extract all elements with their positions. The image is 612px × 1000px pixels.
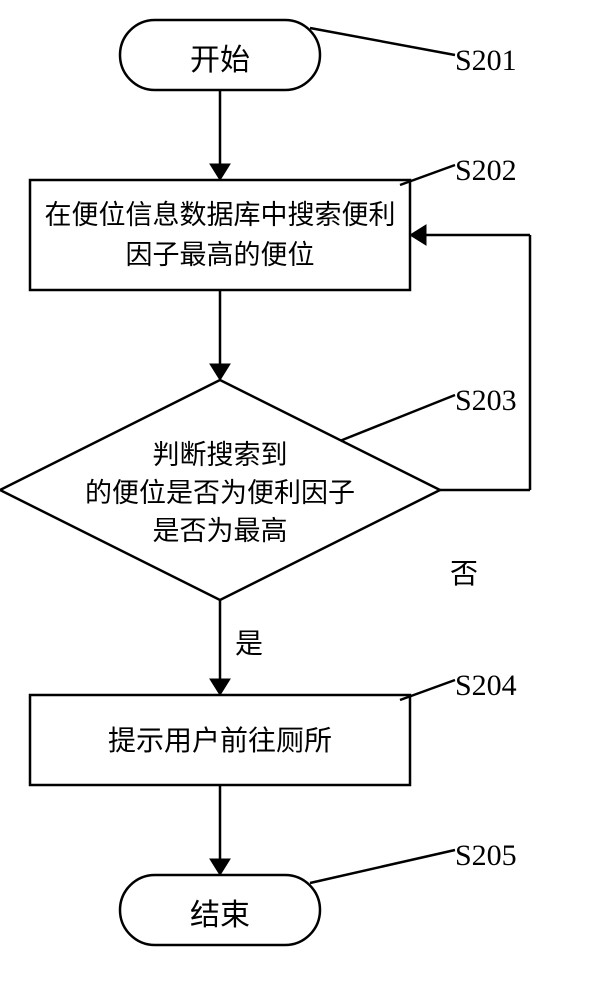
search-label-1: 在便位信息数据库中搜索便利: [30, 197, 410, 235]
end-label: 结束: [120, 895, 320, 937]
tag-s203: S203: [455, 380, 575, 422]
decide-yes: 是: [235, 625, 285, 664]
search-label-2: 因子最高的便位: [30, 237, 410, 275]
prompt-label: 提示用户前往厕所: [30, 722, 410, 761]
decide-label-2: 的便位是否为便利因子: [0, 475, 440, 513]
tag-s204: S204: [455, 665, 575, 707]
decide-label-3: 是否为最高: [20, 513, 420, 551]
start-label: 开始: [120, 40, 320, 82]
decide-no: 否: [450, 555, 500, 594]
decide-label-1: 判断搜索到: [20, 437, 420, 475]
tag-s205: S205: [455, 835, 575, 877]
tag-s202: S202: [455, 150, 575, 192]
tag-s201: S201: [455, 40, 575, 82]
